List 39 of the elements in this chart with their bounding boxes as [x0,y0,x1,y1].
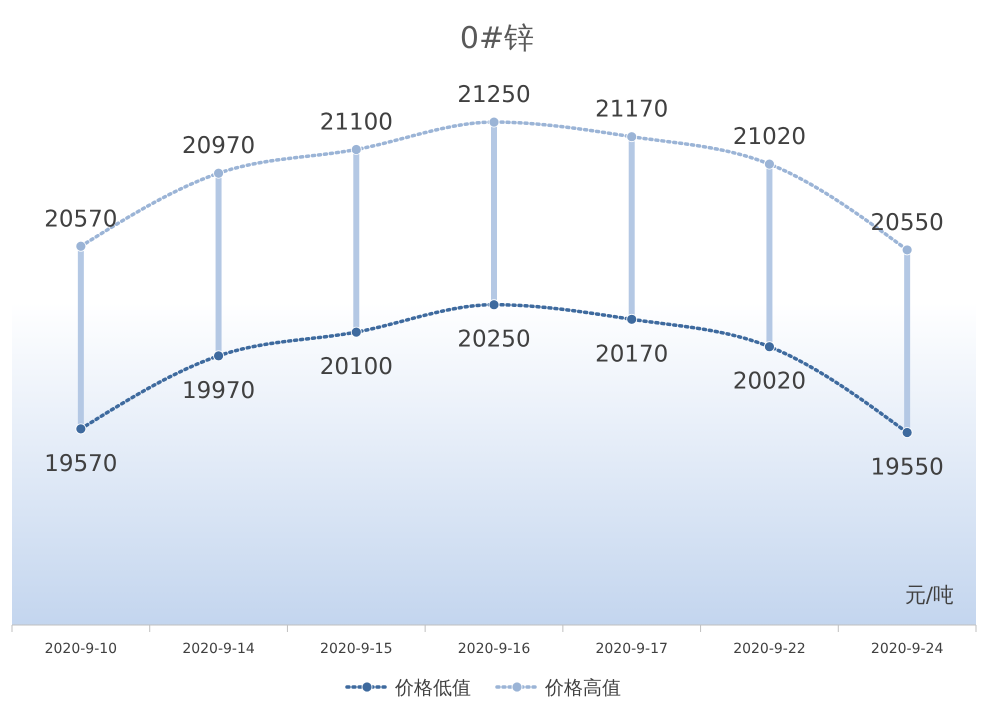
x-tick-label: 2020-9-10 [44,641,118,657]
point [764,341,775,352]
point [350,326,362,338]
data-label: 21170 [595,96,668,123]
data-label: 19550 [870,454,944,481]
data-label: 21020 [732,124,806,150]
x-tick-label: 2020-9-16 [458,641,530,657]
point [902,427,913,438]
x-tick-label: 2020-9-15 [320,641,393,657]
data-label: 20020 [732,368,806,395]
data-label: 20250 [457,326,531,353]
point [626,314,638,325]
data-label: 20100 [320,354,393,380]
chart-title: 0#锌 [460,21,534,56]
point [213,350,224,362]
legend-label: 价格低值 [394,677,471,699]
data-label: 20550 [870,210,944,236]
point [213,168,224,179]
legend-label: 价格高值 [544,677,621,699]
point [902,244,913,256]
data-label: 19570 [44,450,118,477]
point [488,116,500,128]
data-label: 20970 [182,133,256,160]
data-label: 21250 [457,82,531,108]
data-label: 19970 [182,378,256,404]
data-label: 20170 [595,341,668,368]
text: 元/吨 [904,583,954,607]
point [488,299,500,310]
x-tick-label: 2020-9-24 [870,641,944,657]
point [764,158,775,170]
x-tick-label: 2020-9-14 [182,641,255,657]
x-tick-label: 2020-9-22 [733,641,806,657]
point [75,240,86,252]
point [75,423,86,434]
x-tick-label: 2020-9-17 [595,641,668,657]
point [350,144,362,155]
data-label: 20570 [44,206,118,232]
point [626,131,638,142]
data-label: 21100 [320,109,393,136]
